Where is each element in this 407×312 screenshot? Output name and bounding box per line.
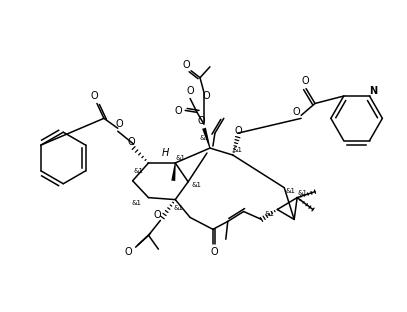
Text: O: O: [197, 116, 205, 126]
Text: &1: &1: [297, 190, 307, 196]
Text: O: O: [90, 90, 98, 100]
Text: O: O: [235, 126, 243, 136]
Text: O: O: [153, 211, 161, 221]
Text: O: O: [210, 247, 218, 257]
Text: O: O: [182, 60, 190, 70]
Text: O: O: [125, 247, 133, 257]
Text: O: O: [301, 76, 309, 86]
Text: &1: &1: [285, 188, 295, 194]
Text: &1: &1: [265, 212, 274, 217]
Text: &1: &1: [233, 147, 243, 153]
Text: O: O: [186, 85, 194, 95]
Polygon shape: [171, 163, 176, 181]
Text: O: O: [202, 90, 210, 100]
Text: &1: &1: [200, 135, 210, 141]
Text: O: O: [128, 137, 136, 147]
Text: &1: &1: [191, 182, 201, 188]
Text: O: O: [292, 107, 300, 117]
Text: &1: &1: [131, 200, 142, 206]
Text: &1: &1: [133, 168, 144, 174]
Text: &1: &1: [175, 155, 185, 161]
Text: &1: &1: [173, 205, 183, 211]
Text: N: N: [370, 86, 378, 96]
Text: O: O: [116, 119, 124, 129]
Polygon shape: [202, 128, 210, 148]
Text: H: H: [162, 148, 169, 158]
Text: O: O: [175, 106, 182, 116]
